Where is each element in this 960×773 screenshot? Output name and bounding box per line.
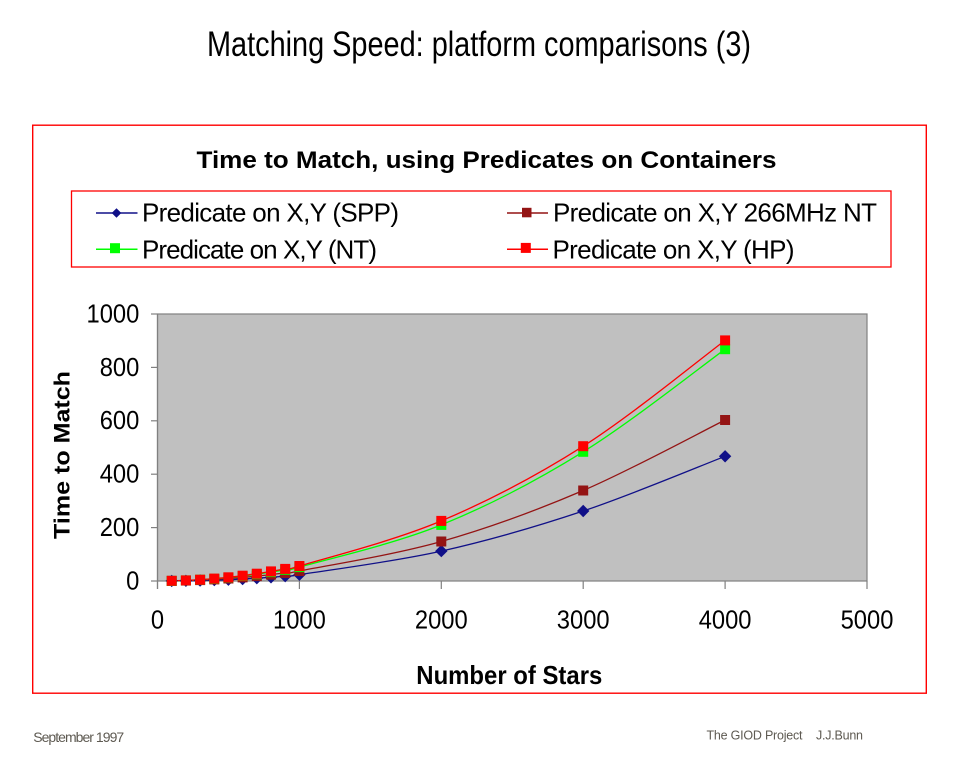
svg-text:Predicate on X,Y (NT): Predicate on X,Y (NT) [142, 235, 377, 265]
svg-text:Predicate on X,Y (HP): Predicate on X,Y (HP) [553, 235, 795, 265]
svg-text:1000: 1000 [273, 604, 326, 634]
svg-text:Predicate on X,Y 266MHz NT: Predicate on X,Y 266MHz NT [553, 198, 877, 228]
svg-text:0: 0 [151, 604, 164, 634]
svg-text:1000: 1000 [87, 298, 140, 328]
svg-text:Time to Match: Time to Match [50, 371, 75, 539]
svg-text:5000: 5000 [841, 604, 894, 634]
svg-text:September 1997: September 1997 [33, 729, 124, 745]
svg-text:Matching Speed: platform compa: Matching Speed: platform comparisons (3) [207, 24, 751, 64]
svg-text:800: 800 [100, 352, 140, 382]
svg-text:400: 400 [100, 459, 140, 489]
svg-text:4000: 4000 [699, 604, 752, 634]
svg-text:2000: 2000 [415, 604, 468, 634]
svg-text:200: 200 [100, 512, 140, 542]
svg-text:600: 600 [100, 405, 140, 435]
svg-text:3000: 3000 [557, 604, 610, 634]
svg-text:Predicate on X,Y (SPP): Predicate on X,Y (SPP) [142, 198, 399, 228]
svg-text:0: 0 [126, 565, 139, 595]
svg-text:Time to Match, using Predicate: Time to Match, using Predicates on Conta… [197, 147, 777, 174]
svg-text:The GIOD Project: The GIOD Project [707, 729, 804, 743]
svg-text:Number of Stars: Number of Stars [416, 660, 602, 690]
svg-text:J.J.Bunn: J.J.Bunn [816, 729, 863, 743]
